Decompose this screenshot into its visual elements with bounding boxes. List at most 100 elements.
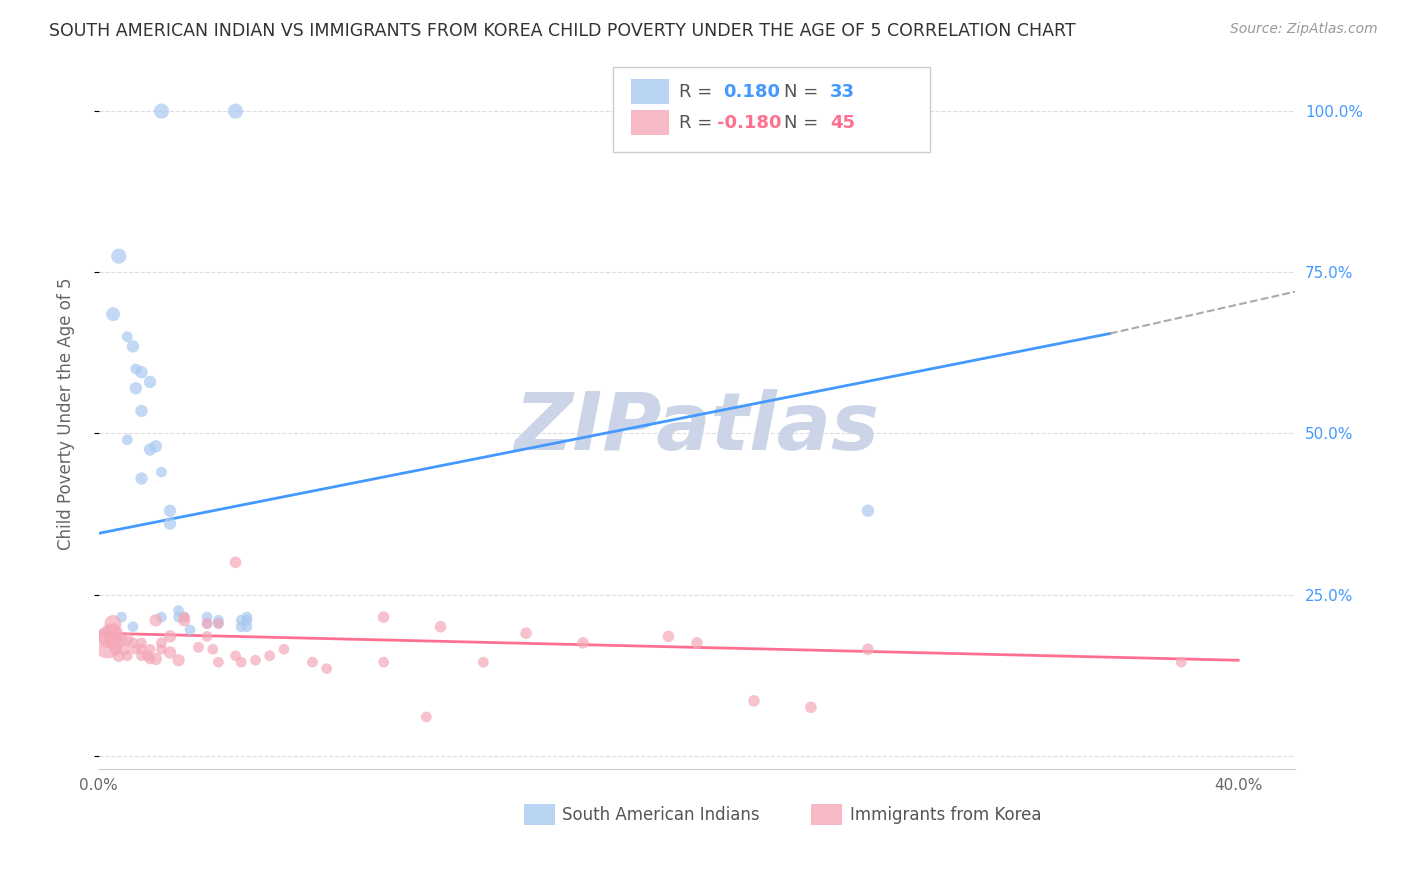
Point: [107, 648, 129, 663]
Point: [236, 610, 259, 624]
Point: [159, 516, 181, 531]
Point: [273, 642, 295, 657]
Point: [195, 629, 218, 643]
Point: [225, 555, 247, 569]
Point: [259, 648, 281, 663]
Point: [173, 610, 195, 624]
Point: [1170, 655, 1192, 669]
Point: [117, 433, 139, 447]
Point: [112, 642, 135, 657]
Point: [122, 620, 145, 634]
Point: [107, 249, 129, 263]
Point: [131, 404, 153, 418]
Point: [150, 465, 173, 479]
Point: [373, 610, 395, 624]
Point: [231, 655, 253, 669]
Point: [150, 642, 173, 657]
Point: [231, 613, 253, 627]
Bar: [631, 110, 669, 136]
Point: [225, 104, 247, 119]
Point: [856, 642, 879, 657]
Point: [167, 610, 190, 624]
Point: [98, 629, 121, 643]
Point: [187, 640, 209, 655]
Point: [139, 652, 162, 666]
Point: [800, 700, 823, 714]
Point: [131, 636, 153, 650]
Point: [373, 655, 395, 669]
Text: N =: N =: [785, 113, 824, 132]
Point: [231, 620, 253, 634]
Point: [472, 655, 495, 669]
Point: [236, 620, 259, 634]
Point: [173, 613, 195, 627]
Point: [131, 471, 153, 485]
Point: [131, 365, 153, 379]
Point: [117, 632, 139, 647]
Point: [429, 620, 451, 634]
Text: R =: R =: [679, 82, 718, 101]
Point: [207, 616, 229, 631]
Point: [122, 339, 145, 353]
Point: [150, 636, 173, 650]
Point: [167, 653, 190, 667]
Text: South American Indians: South American Indians: [562, 805, 759, 823]
Point: [101, 307, 124, 321]
Point: [159, 646, 181, 660]
Point: [415, 710, 437, 724]
Point: [101, 626, 124, 640]
Point: [104, 642, 127, 657]
Point: [96, 636, 118, 650]
Y-axis label: Child Poverty Under the Age of 5: Child Poverty Under the Age of 5: [58, 277, 75, 550]
Point: [136, 648, 159, 663]
Point: [245, 653, 267, 667]
Point: [139, 375, 162, 389]
Point: [101, 616, 124, 631]
Point: [207, 613, 229, 627]
Bar: [631, 78, 669, 104]
Point: [301, 655, 323, 669]
Point: [101, 636, 124, 650]
Text: 33: 33: [830, 82, 855, 101]
Point: [201, 642, 224, 657]
Point: [131, 648, 153, 663]
Text: 0.180: 0.180: [723, 82, 780, 101]
Point: [145, 439, 167, 453]
Point: [139, 642, 162, 657]
Point: [145, 613, 167, 627]
Point: [572, 636, 595, 650]
Point: [225, 648, 247, 663]
Text: Immigrants from Korea: Immigrants from Korea: [851, 805, 1042, 823]
Point: [207, 655, 229, 669]
Point: [159, 629, 181, 643]
Point: [167, 604, 190, 618]
Bar: [523, 804, 554, 825]
Point: [207, 616, 229, 631]
Point: [150, 104, 173, 119]
Point: [195, 616, 218, 631]
Text: N =: N =: [785, 82, 824, 101]
Point: [159, 504, 181, 518]
Point: [110, 610, 132, 624]
Text: R =: R =: [679, 113, 718, 132]
Point: [125, 362, 148, 376]
Point: [856, 504, 879, 518]
Text: SOUTH AMERICAN INDIAN VS IMMIGRANTS FROM KOREA CHILD POVERTY UNDER THE AGE OF 5 : SOUTH AMERICAN INDIAN VS IMMIGRANTS FROM…: [49, 22, 1076, 40]
Point: [131, 642, 153, 657]
Point: [150, 610, 173, 624]
Text: 45: 45: [830, 113, 855, 132]
FancyBboxPatch shape: [613, 67, 931, 152]
Point: [139, 442, 162, 457]
Point: [742, 694, 765, 708]
Text: ZIPatlas: ZIPatlas: [515, 389, 880, 467]
Point: [125, 642, 148, 657]
Point: [122, 636, 145, 650]
Point: [145, 652, 167, 666]
Point: [195, 610, 218, 624]
Point: [117, 329, 139, 343]
Point: [515, 626, 537, 640]
Point: [125, 381, 148, 395]
Point: [110, 632, 132, 647]
Point: [173, 610, 195, 624]
Point: [179, 623, 201, 637]
